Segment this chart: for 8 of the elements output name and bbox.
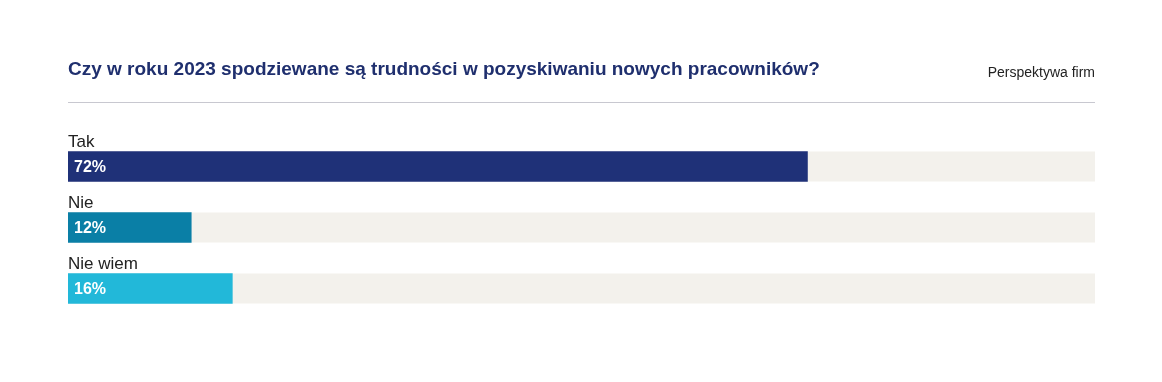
- y-tick-label: Tak: [68, 131, 95, 151]
- data-label: 12%: [74, 218, 107, 236]
- y-tick-label: Nie wiem: [68, 253, 138, 273]
- chart-title: Czy w roku 2023 spodziewane są trudności w pozyskiwaniu nowych pracowników?: [68, 58, 820, 80]
- y-tick-label: Nie: [68, 192, 94, 212]
- chart-subtitle: Perspektywa firm: [987, 64, 1095, 80]
- data-label: 72%: [74, 157, 107, 175]
- data-label: 16%: [74, 279, 107, 297]
